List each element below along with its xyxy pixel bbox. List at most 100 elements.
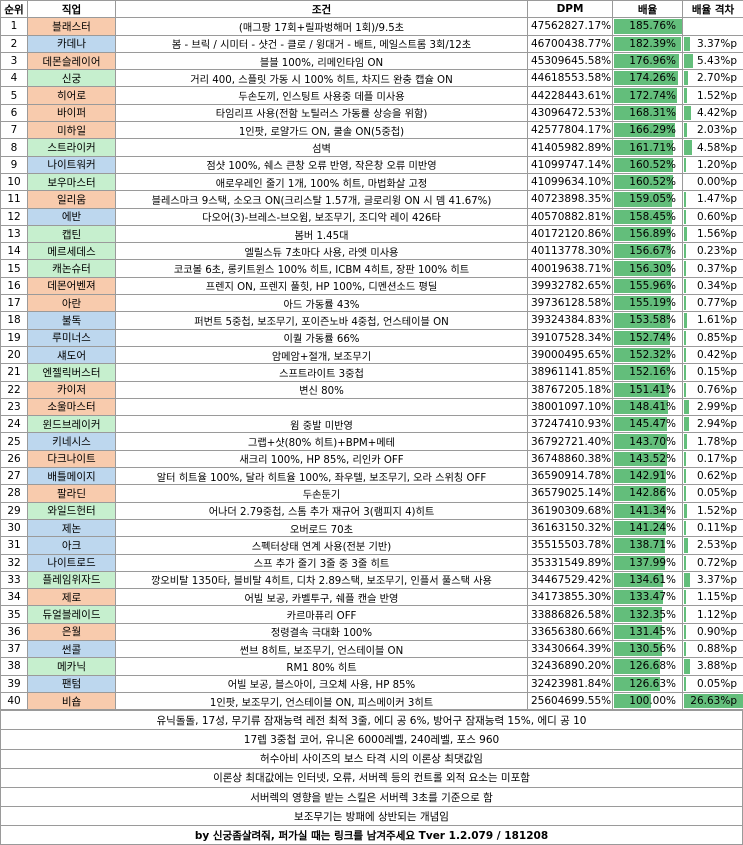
gap-cell: 0.34%p [683, 277, 743, 294]
rank-cell: 4 [1, 70, 28, 87]
ratio-cell: 156.67% [613, 243, 683, 260]
gap-cell: 1.52%p [683, 502, 743, 519]
condition-cell: 그랩+샷(80% 히트)+BPM+메테 [116, 433, 528, 450]
gap-value: 0.72%p [686, 557, 740, 569]
note-text: 보조무기는 방패에 상반되는 개념임 [1, 807, 743, 826]
ratio-value: 160.52% [616, 176, 679, 188]
gap-value: 0.88%p [686, 643, 740, 655]
condition-cell [116, 398, 528, 415]
gap-value: 0.42%p [686, 349, 740, 361]
job-cell: 제로 [28, 589, 116, 606]
job-cell: 메르세데스 [28, 243, 116, 260]
note-text: 허수아비 사이즈의 보스 타격 시의 이론상 최댓값임 [1, 749, 743, 768]
rank-cell: 33 [1, 571, 28, 588]
ratio-cell: 141.34% [613, 502, 683, 519]
gap-value: 0.00%p [686, 176, 740, 188]
ratio-value: 176.96% [616, 55, 679, 67]
condition-cell: 이퀄 가동률 66% [116, 329, 528, 346]
dpm-cell: 36579025.14% [528, 485, 613, 502]
condition-cell: (매그팡 17회+릴파벙해머 1회)/9.5초 [116, 18, 528, 35]
condition-cell: 변신 80% [116, 381, 528, 398]
rank-cell: 40 [1, 692, 28, 709]
dpm-cell: 44618553.58% [528, 70, 613, 87]
gap-value: 26.63%p [686, 695, 740, 707]
ratio-cell: 133.47% [613, 589, 683, 606]
job-cell: 배틀메이지 [28, 468, 116, 485]
condition-cell: 두손도끼, 인스팅트 사용중 데플 미사용 [116, 87, 528, 104]
rank-cell: 13 [1, 225, 28, 242]
ratio-cell: 142.86% [613, 485, 683, 502]
ratio-cell: 159.05% [613, 191, 683, 208]
gap-value: 0.90%p [686, 626, 740, 638]
dpm-cell: 45309645.58% [528, 52, 613, 69]
note-text: 서버렉의 영향을 받는 스킬은 서버렉 3초를 기준으로 함 [1, 787, 743, 806]
ratio-cell: 143.70% [613, 433, 683, 450]
ratio-cell: 152.16% [613, 364, 683, 381]
rank-cell: 20 [1, 346, 28, 363]
rank-cell: 32 [1, 554, 28, 571]
ratio-cell: 182.39% [613, 35, 683, 52]
gap-value: 0.05%p [686, 487, 740, 499]
condition-cell: RM1 80% 히트 [116, 658, 528, 675]
condition-cell: 카르마퓨리 OFF [116, 606, 528, 623]
job-cell: 보우마스터 [28, 173, 116, 190]
gap-cell: 0.76%p [683, 381, 743, 398]
dpm-cell: 37247410.93% [528, 416, 613, 433]
job-cell: 에반 [28, 208, 116, 225]
condition-cell: 스프 추가 줄기 3줄 중 3줄 히트 [116, 554, 528, 571]
gap-cell: 1.78%p [683, 433, 743, 450]
gap-cell: 0.17%p [683, 450, 743, 467]
gap-value: 2.94%p [686, 418, 740, 430]
job-cell: 나이트워커 [28, 156, 116, 173]
ratio-value: 131.45% [616, 626, 679, 638]
dpm-cell: 39736128.58% [528, 295, 613, 312]
gap-value: 3.37%p [686, 38, 740, 50]
ratio-value: 155.19% [616, 297, 679, 309]
ratio-value: 137.99% [616, 557, 679, 569]
rank-cell: 3 [1, 52, 28, 69]
gap-value: 1.78%p [686, 436, 740, 448]
gap-cell: 1.47%p [683, 191, 743, 208]
job-cell: 팬텀 [28, 675, 116, 692]
job-cell: 메카닉 [28, 658, 116, 675]
ratio-cell: 155.96% [613, 277, 683, 294]
dpm-cell: 33430664.39% [528, 640, 613, 657]
note-text: by 신궁좀살려줘, 퍼가실 때는 링크를 남겨주세요 Tver 1.2.079… [1, 826, 743, 845]
dpm-cell: 39000495.65% [528, 346, 613, 363]
gap-value: 0.05%p [686, 678, 740, 690]
condition-cell: 엘릴스듀 7초마다 사용, 라엣 미사용 [116, 243, 528, 260]
condition-cell: 새크리 100%, HP 85%, 리인카 OFF [116, 450, 528, 467]
job-cell: 플레임위자드 [28, 571, 116, 588]
gap-cell: 0.05%p [683, 485, 743, 502]
ratio-cell: 137.99% [613, 554, 683, 571]
ratio-value: 182.39% [616, 38, 679, 50]
ratio-value: 156.89% [616, 228, 679, 240]
ratio-cell: 134.61% [613, 571, 683, 588]
gap-cell: 0.85%p [683, 329, 743, 346]
ratio-value: 158.45% [616, 211, 679, 223]
note-row: 이론상 최대값에는 인터넷, 오류, 서버렉 등의 컨트롤 외적 요소는 미포함 [1, 768, 743, 787]
gap-value: 2.03%p [686, 124, 740, 136]
gap-value: 1.56%p [686, 228, 740, 240]
ratio-cell: 172.74% [613, 87, 683, 104]
gap-value: 0.34%p [686, 280, 740, 292]
ratio-cell: 176.96% [613, 52, 683, 69]
gap-cell: 1.15%p [683, 589, 743, 606]
ratio-value: 133.47% [616, 591, 679, 603]
job-cell: 데몬슬레이어 [28, 52, 116, 69]
note-text: 유닉돌돌, 17성, 무기류 잠재능력 레전 최적 3줄, 에디 공 6%, 방… [1, 711, 743, 730]
gap-cell: 2.53%p [683, 537, 743, 554]
condition-cell: 봄 - 브릭 / 시미터 - 샷건 - 클로 / 윙대거 - 배트, 메일스트롬… [116, 35, 528, 52]
gap-value: 1.52%p [686, 90, 740, 102]
dpm-cell: 44228443.61% [528, 87, 613, 104]
gap-cell: 0.11%p [683, 519, 743, 536]
